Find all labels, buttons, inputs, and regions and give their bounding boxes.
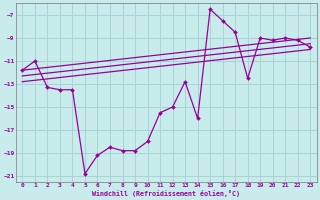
X-axis label: Windchill (Refroidissement éolien,°C): Windchill (Refroidissement éolien,°C) [92, 190, 240, 197]
